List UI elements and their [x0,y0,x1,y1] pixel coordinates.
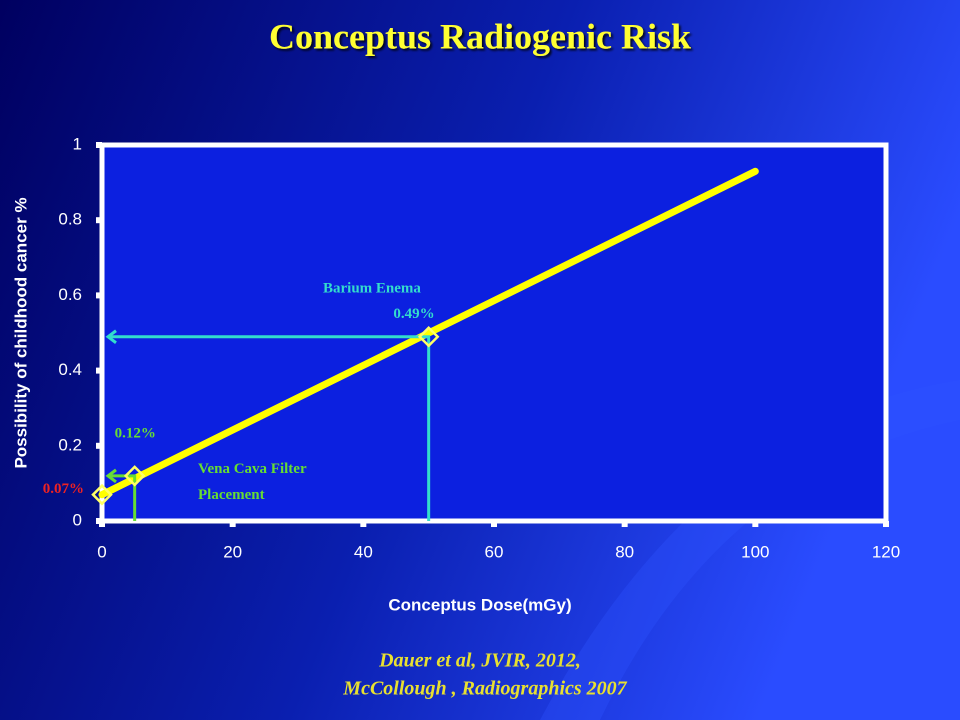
plot-area [99,142,889,524]
y-axis-label: Possibility of childhood cancer % [11,197,30,468]
x-tick [621,521,628,527]
x-tick-label: 100 [741,542,769,561]
guide-arrow [105,468,117,484]
y-tick [96,217,102,224]
x-tick [883,521,889,527]
swirl [540,380,960,720]
source-line: McCollough , Radiographics 2007 [342,678,627,700]
y-tick [96,442,102,449]
annotation: Vena Cava Filter Placement [198,461,307,503]
data-point [417,325,440,348]
guide-arrow [105,329,117,344]
source-line: Dauer et al, JVIR, 2012, [378,650,581,672]
x-tick [229,521,236,527]
data-point [91,483,113,506]
x-tick-label: 120 [872,542,900,561]
x-tick-label: 0 [97,542,106,561]
y-tick-label: 0.4 [58,360,82,379]
x-tick-label: 60 [485,542,504,561]
data-point [123,465,146,487]
x-tick [360,521,367,527]
y-tick-label: 0.2 [58,435,82,454]
data-label: 0.07% [43,481,84,497]
y-tick-label: 0 [73,510,82,529]
chart-title: Conceptus Radiogenic Risk [269,16,691,56]
annotation: Barium Enema [323,280,421,296]
y-tick [96,292,102,299]
y-tick-label: 1 [73,134,82,153]
y-tick [96,142,102,148]
y-tick-label: 0.8 [58,210,82,229]
risk-line [98,167,759,499]
x-tick-label: 40 [354,542,373,561]
data-label: 0.12% [115,425,156,441]
x-tick [752,521,759,527]
x-tick [99,521,105,527]
x-tick [491,521,497,527]
guide-line [108,474,137,521]
y-tick [96,367,102,374]
x-axis-label: Conceptus Dose(mGy) [388,595,571,614]
guide-line [108,335,431,521]
y-tick-label: 0.6 [58,285,82,304]
data-label: 0.49% [393,306,434,322]
x-tick-label: 20 [223,542,242,561]
x-tick-label: 80 [615,542,634,561]
